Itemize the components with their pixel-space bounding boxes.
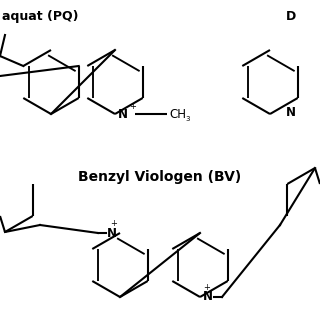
Text: +: + xyxy=(129,101,136,110)
Text: D: D xyxy=(286,10,296,23)
Text: Benzyl Viologen (BV): Benzyl Viologen (BV) xyxy=(78,170,242,184)
Text: N: N xyxy=(286,106,296,119)
Text: 3: 3 xyxy=(185,116,189,122)
Text: +: + xyxy=(110,219,117,228)
Text: +: + xyxy=(203,283,210,292)
Text: aquat (PQ): aquat (PQ) xyxy=(2,10,78,23)
Text: N: N xyxy=(203,291,213,303)
Text: N: N xyxy=(107,227,117,239)
Text: N: N xyxy=(118,108,128,121)
Text: CH: CH xyxy=(169,108,186,121)
